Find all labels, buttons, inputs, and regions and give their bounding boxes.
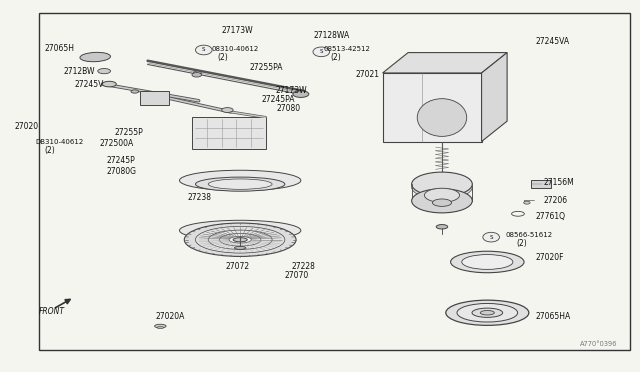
Text: 27020A: 27020A xyxy=(156,312,184,321)
Ellipse shape xyxy=(412,172,472,196)
Bar xyxy=(192,118,266,149)
Text: (2): (2) xyxy=(516,239,527,248)
Ellipse shape xyxy=(220,234,261,246)
Ellipse shape xyxy=(179,170,301,190)
Circle shape xyxy=(195,45,212,55)
Text: 27072: 27072 xyxy=(225,262,250,271)
Text: 27065HA: 27065HA xyxy=(536,312,571,321)
Text: (2): (2) xyxy=(44,146,55,155)
Ellipse shape xyxy=(157,327,164,329)
Text: 27255PA: 27255PA xyxy=(250,63,284,72)
Ellipse shape xyxy=(80,52,111,62)
Polygon shape xyxy=(481,52,507,141)
Circle shape xyxy=(313,47,330,57)
Ellipse shape xyxy=(412,175,472,199)
Ellipse shape xyxy=(524,201,530,204)
Ellipse shape xyxy=(446,300,529,326)
Text: 27245VA: 27245VA xyxy=(536,37,570,46)
Text: 27156M: 27156M xyxy=(543,178,574,187)
Text: 27080G: 27080G xyxy=(106,167,136,176)
Text: 27065H: 27065H xyxy=(44,44,74,53)
Ellipse shape xyxy=(98,68,111,74)
Text: 27020: 27020 xyxy=(15,122,39,131)
Text: 27245PA: 27245PA xyxy=(261,95,295,104)
Text: (2): (2) xyxy=(218,52,228,61)
Text: 08513-42512: 08513-42512 xyxy=(323,46,370,52)
Ellipse shape xyxy=(480,311,494,315)
Circle shape xyxy=(483,232,499,242)
Ellipse shape xyxy=(462,254,513,269)
Ellipse shape xyxy=(155,324,166,328)
Ellipse shape xyxy=(417,99,467,137)
Polygon shape xyxy=(383,52,507,73)
Text: 27228: 27228 xyxy=(291,262,315,271)
Ellipse shape xyxy=(293,91,309,97)
Text: 27070: 27070 xyxy=(285,271,309,280)
Ellipse shape xyxy=(436,225,448,229)
Ellipse shape xyxy=(424,188,460,202)
Ellipse shape xyxy=(131,90,139,93)
Text: 27761Q: 27761Q xyxy=(536,212,566,221)
Ellipse shape xyxy=(208,179,272,189)
Text: 27080: 27080 xyxy=(276,105,301,113)
Text: 27173W: 27173W xyxy=(275,86,307,95)
Ellipse shape xyxy=(457,304,518,322)
Text: 08566-51612: 08566-51612 xyxy=(505,232,552,238)
Ellipse shape xyxy=(195,227,285,253)
Text: 2712BW: 2712BW xyxy=(63,67,95,76)
Ellipse shape xyxy=(412,189,472,213)
Text: 27128WA: 27128WA xyxy=(314,31,350,41)
Ellipse shape xyxy=(192,73,202,77)
Bar xyxy=(383,73,481,141)
Text: 27173W: 27173W xyxy=(221,26,253,35)
Ellipse shape xyxy=(221,108,233,112)
Text: S: S xyxy=(490,235,493,240)
Text: 272500A: 272500A xyxy=(100,139,134,148)
Text: 27245P: 27245P xyxy=(106,156,135,165)
Text: 27255P: 27255P xyxy=(115,128,143,137)
Ellipse shape xyxy=(233,238,247,242)
Ellipse shape xyxy=(229,236,252,243)
Ellipse shape xyxy=(451,251,524,273)
Ellipse shape xyxy=(102,81,116,87)
Text: 27206: 27206 xyxy=(543,196,568,205)
Text: 27020F: 27020F xyxy=(536,253,564,262)
Text: 08310-40612: 08310-40612 xyxy=(211,46,259,52)
Text: A770°0396: A770°0396 xyxy=(580,341,617,347)
Ellipse shape xyxy=(195,177,285,191)
Ellipse shape xyxy=(472,308,502,317)
Text: S: S xyxy=(202,48,205,52)
Bar xyxy=(140,91,169,105)
Ellipse shape xyxy=(179,220,301,241)
Ellipse shape xyxy=(193,71,201,75)
Ellipse shape xyxy=(208,230,272,249)
Ellipse shape xyxy=(234,246,246,249)
Text: S: S xyxy=(319,49,323,54)
Text: 27021: 27021 xyxy=(355,70,379,79)
Text: DB310-40612: DB310-40612 xyxy=(36,139,84,145)
Text: FRONT: FRONT xyxy=(39,307,65,316)
Ellipse shape xyxy=(184,223,296,256)
Text: 27238: 27238 xyxy=(187,193,211,202)
Text: (2): (2) xyxy=(330,52,341,61)
Bar xyxy=(531,180,551,188)
Ellipse shape xyxy=(433,199,452,206)
Text: 27245V: 27245V xyxy=(75,80,104,89)
